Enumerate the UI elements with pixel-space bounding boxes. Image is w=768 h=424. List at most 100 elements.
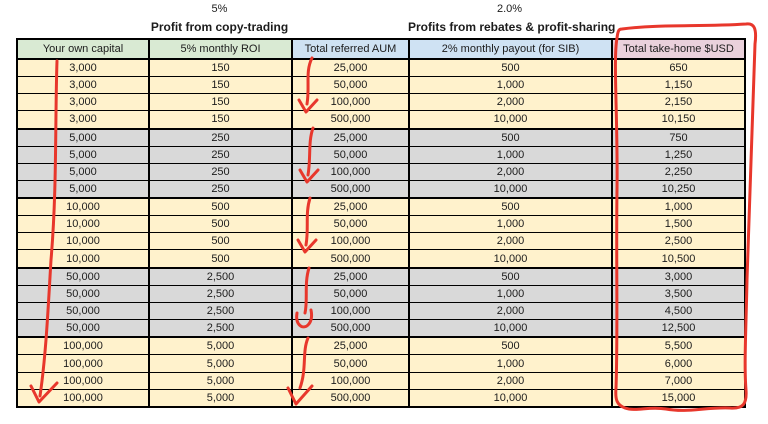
column-header-2: Total referred AUM: [291, 38, 410, 60]
cell: 250: [148, 179, 293, 199]
cell: 10,000: [16, 232, 150, 251]
cell: 25,000: [291, 266, 410, 286]
cell: 3,000: [16, 110, 150, 130]
cell: 5,000: [16, 127, 150, 147]
cell: 5,000: [148, 336, 293, 356]
cell: 10,000: [408, 319, 613, 338]
cell: 50,000: [291, 76, 410, 95]
cell: 50,000: [16, 319, 150, 338]
table-row: 100,000 5,000 500,000 10,000 15,000: [16, 388, 746, 408]
table-row: 100,000 5,000 25,000 500 5,500: [16, 336, 746, 356]
table-row: 5,000 250 25,000 500 750: [16, 127, 746, 147]
cell: 7,000: [611, 371, 746, 390]
table-row: 10,000 500 100,000 2,000 2,500: [16, 232, 746, 251]
cell: 500,000: [291, 110, 410, 130]
cell: 25,000: [291, 197, 410, 217]
cell: 100,000: [16, 371, 150, 390]
table-row: 50,000 2,500 50,000 1,000 3,500: [16, 284, 746, 303]
cell: 1,000: [611, 197, 746, 217]
table-row: 10,000 500 50,000 1,000 1,500: [16, 215, 746, 234]
cell: 50,000: [16, 284, 150, 303]
cell: 100,000: [16, 388, 150, 408]
cell: 100,000: [291, 371, 410, 390]
cell: 50,000: [16, 301, 150, 321]
cell: 100,000: [291, 93, 410, 112]
cell: 2,000: [408, 371, 613, 390]
profit-table-header: Your own capital 5% monthly ROI Total refe…: [16, 38, 746, 60]
profit-table: Your own capital 5% monthly ROI Total refe…: [16, 38, 746, 408]
table-row: 3,000 150 50,000 1,000 1,150: [16, 76, 746, 95]
cell: 2,150: [611, 93, 746, 112]
cell: 3,000: [16, 76, 150, 95]
cell: 5,000: [16, 145, 150, 164]
cell: 10,000: [16, 215, 150, 234]
cell: 10,000: [16, 197, 150, 217]
cell: 500: [408, 127, 613, 147]
rebates-section-title: Profits from rebates & profit-sharing: [408, 20, 616, 34]
cell: 500,000: [291, 179, 410, 199]
cell: 2,500: [611, 232, 746, 251]
cell: 5,000: [16, 162, 150, 181]
cell: 10,250: [611, 179, 746, 199]
cell: 25,000: [291, 58, 410, 78]
cell: 10,000: [16, 249, 150, 269]
cell: 10,000: [408, 388, 613, 408]
cell: 25,000: [291, 336, 410, 356]
cell: 10,500: [611, 249, 746, 269]
cell: 25,000: [291, 127, 410, 147]
cell: 2,000: [408, 301, 613, 321]
cell: 100,000: [16, 336, 150, 356]
cell: 50,000: [291, 354, 410, 373]
cell: 500: [408, 197, 613, 217]
cell: 650: [611, 58, 746, 78]
cell: 150: [148, 76, 293, 95]
cell: 50,000: [291, 215, 410, 234]
column-header-1: 5% monthly ROI: [148, 38, 293, 60]
cell: 5,000: [148, 354, 293, 373]
cell: 10,150: [611, 110, 746, 130]
cell: 1,500: [611, 215, 746, 234]
rebates-rate-label: 2.0%: [496, 3, 523, 15]
cell: 2,000: [408, 162, 613, 181]
cell: 100,000: [291, 162, 410, 181]
cell: 500: [148, 232, 293, 251]
cell: 15,000: [611, 388, 746, 408]
cell: 1,000: [408, 215, 613, 234]
table-row: 50,000 2,500 25,000 500 3,000: [16, 266, 746, 286]
cell: 50,000: [16, 266, 150, 286]
table-row: 10,000 500 500,000 10,000 10,500: [16, 249, 746, 269]
cell: 50,000: [291, 284, 410, 303]
cell: 2,500: [148, 266, 293, 286]
cell: 5,000: [148, 371, 293, 390]
table-row: 3,000 150 500,000 10,000 10,150: [16, 110, 746, 130]
cell: 1,150: [611, 76, 746, 95]
cell: 5,500: [611, 336, 746, 356]
cell: 1,000: [408, 145, 613, 164]
cell: 3,000: [16, 93, 150, 112]
cell: 500: [408, 266, 613, 286]
cell: 1,000: [408, 354, 613, 373]
column-header-0: Your own capital: [16, 38, 150, 60]
table-row: 3,000 150 25,000 500 650: [16, 58, 746, 78]
cell: 1,000: [408, 284, 613, 303]
cell: 1,250: [611, 145, 746, 164]
table-row: 50,000 2,500 100,000 2,000 4,500: [16, 301, 746, 321]
cell: 4,500: [611, 301, 746, 321]
cell: 3,500: [611, 284, 746, 303]
cell: 5,000: [16, 179, 150, 199]
cell: 2,500: [148, 319, 293, 338]
cell: 250: [148, 145, 293, 164]
cell: 2,000: [408, 232, 613, 251]
cell: 3,000: [611, 266, 746, 286]
cell: 500,000: [291, 249, 410, 269]
cell: 6,000: [611, 354, 746, 373]
cell: 100,000: [16, 354, 150, 373]
table-row: 5,000 250 100,000 2,000 2,250: [16, 162, 746, 181]
cell: 500: [408, 336, 613, 356]
cell: 2,000: [408, 93, 613, 112]
cell: 2,250: [611, 162, 746, 181]
cell: 500: [148, 215, 293, 234]
cell: 1,000: [408, 76, 613, 95]
cell: 150: [148, 93, 293, 112]
cell: 10,000: [408, 249, 613, 269]
